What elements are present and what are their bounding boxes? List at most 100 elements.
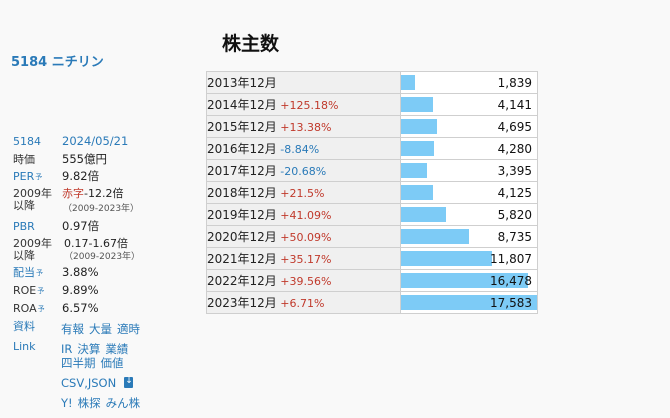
year-label: 2023年12月 bbox=[207, 296, 277, 310]
shareholder-count: 11,807 bbox=[490, 252, 532, 266]
roa-forecast-mark: 予 bbox=[37, 305, 45, 313]
change-percent: -20.68% bbox=[276, 165, 327, 178]
shareholder-bar bbox=[401, 251, 492, 266]
table-row: 2020年12月 +50.09% 8,735 bbox=[206, 225, 538, 248]
dividend-forecast-mark: 予 bbox=[36, 269, 43, 277]
year-label: 2013年12月 bbox=[207, 76, 277, 90]
docs-link-tekiji[interactable]: 適時 bbox=[117, 322, 140, 336]
links-row-1: IR 決算 業績 bbox=[61, 341, 133, 357]
year-label: 2014年12月 bbox=[207, 98, 277, 112]
per-range-years: （2009-2023年） bbox=[63, 204, 140, 214]
shareholder-bar bbox=[401, 207, 446, 222]
pbr-range-years: （2009-2023年） bbox=[64, 252, 141, 262]
shareholder-count: 4,125 bbox=[497, 186, 532, 200]
per-range-row-2: 以降 （2009-2023年） bbox=[13, 199, 139, 214]
bar-cell: 1,839 bbox=[400, 71, 538, 94]
docs-label: 資料 bbox=[13, 320, 35, 333]
table-row: 2017年12月 -20.68% 3,395 bbox=[206, 159, 538, 182]
year-cell: 2015年12月 +13.38% bbox=[206, 115, 401, 138]
year-label: 2017年12月 bbox=[207, 164, 277, 178]
per-deficit: 赤字 bbox=[62, 187, 84, 200]
pbr-label-link[interactable]: PBR bbox=[13, 220, 35, 233]
year-cell: 2014年12月 +125.18% bbox=[206, 93, 401, 116]
year-label: 2015年12月 bbox=[207, 120, 277, 134]
dividend-row: 配当予 3.88% bbox=[13, 266, 99, 280]
link-ir[interactable]: IR bbox=[61, 342, 73, 356]
pbr-range-value: 0.17-1.67倍 bbox=[64, 237, 128, 250]
stock-code-link[interactable]: 5184 bbox=[13, 135, 41, 148]
link-csv-json[interactable]: CSV,JSON bbox=[61, 376, 117, 390]
since-label-1: 2009年 bbox=[13, 187, 52, 200]
shareholder-bar bbox=[401, 75, 415, 90]
bar-cell: 4,141 bbox=[400, 93, 538, 116]
pbr-range-row-2: 以降 （2009-2023年） bbox=[13, 249, 140, 262]
per-range-row: 2009年 赤字-12.2倍 bbox=[13, 187, 123, 200]
shareholder-table: 2013年12月 1,839 2014年12月 +125.18% 4,141 2015年… bbox=[206, 71, 538, 314]
per-row: PER予 9.82倍 bbox=[13, 170, 99, 184]
change-percent: +41.09% bbox=[276, 209, 332, 222]
shareholder-bar bbox=[401, 185, 433, 200]
link-value[interactable]: 価値 bbox=[100, 356, 124, 370]
link-yahoo[interactable]: Y! bbox=[61, 396, 73, 410]
links-row-4: Y! 株探 みん株 bbox=[61, 395, 145, 411]
roa-value: 6.57% bbox=[62, 301, 99, 315]
link-minkabu[interactable]: みん株 bbox=[105, 396, 141, 410]
year-label: 2018年12月 bbox=[207, 186, 277, 200]
market-cap-row: 時価 555億円 bbox=[13, 153, 107, 167]
shareholder-bar bbox=[401, 273, 528, 288]
dividend-label-link[interactable]: 配当 bbox=[13, 266, 35, 279]
roa-label: ROA bbox=[13, 302, 37, 315]
year-label: 2016年12月 bbox=[207, 142, 277, 156]
roe-forecast-mark: 予 bbox=[37, 287, 45, 295]
change-percent: +13.38% bbox=[276, 121, 332, 134]
link-kabutan[interactable]: 株探 bbox=[77, 396, 101, 410]
dividend-value: 3.88% bbox=[62, 265, 99, 279]
shareholder-count: 17,583 bbox=[490, 296, 532, 310]
bar-cell: 11,807 bbox=[400, 247, 538, 270]
table-row: 2018年12月 +21.5% 4,125 bbox=[206, 181, 538, 204]
year-cell: 2017年12月 -20.68% bbox=[206, 159, 401, 182]
change-percent: +125.18% bbox=[276, 99, 339, 112]
year-cell: 2021年12月 +35.17% bbox=[206, 247, 401, 270]
year-cell: 2018年12月 +21.5% bbox=[206, 181, 401, 204]
per-label-link[interactable]: PER bbox=[13, 170, 35, 183]
date-link[interactable]: 2024/05/21 bbox=[62, 134, 129, 148]
docs-links: 有報 大量 適時 bbox=[61, 321, 145, 337]
per-forecast-mark: 予 bbox=[35, 173, 43, 181]
link-kessan[interactable]: 決算 bbox=[77, 342, 101, 356]
bar-cell: 4,125 bbox=[400, 181, 538, 204]
docs-link-tairyo[interactable]: 大量 bbox=[89, 322, 112, 336]
shareholder-count: 4,141 bbox=[497, 98, 532, 112]
bar-cell: 3,395 bbox=[400, 159, 538, 182]
year-cell: 2019年12月 +41.09% bbox=[206, 203, 401, 226]
page-title: 株主数 bbox=[222, 33, 280, 55]
table-row: 2015年12月 +13.38% 4,695 bbox=[206, 115, 538, 138]
code-row: 5184 2024/05/21 bbox=[13, 135, 128, 149]
shareholder-count: 4,695 bbox=[497, 120, 532, 134]
docs-link-yuho[interactable]: 有報 bbox=[61, 322, 84, 336]
pbr-since-label-1: 2009年 bbox=[13, 237, 52, 250]
link-gyoseki[interactable]: 業績 bbox=[105, 342, 129, 356]
download-icon[interactable] bbox=[124, 376, 134, 388]
year-cell: 2016年12月 -8.84% bbox=[206, 137, 401, 160]
shareholder-rows: 2013年12月 1,839 2014年12月 +125.18% 4,141 2015年… bbox=[206, 71, 538, 314]
year-label: 2021年12月 bbox=[207, 252, 277, 266]
per-range: -12.2倍 bbox=[84, 187, 124, 200]
roe-row: ROE予 9.89% bbox=[13, 284, 99, 298]
change-percent: +50.09% bbox=[276, 231, 332, 244]
market-cap-value: 555億円 bbox=[62, 152, 107, 166]
table-row: 2019年12月 +41.09% 5,820 bbox=[206, 203, 538, 226]
link-quarterly[interactable]: 四半期 bbox=[61, 356, 96, 370]
change-percent: +35.17% bbox=[276, 253, 332, 266]
table-row: 2022年12月 +39.56% 16,478 bbox=[206, 269, 538, 292]
table-row: 2021年12月 +35.17% 11,807 bbox=[206, 247, 538, 270]
year-cell: 2013年12月 bbox=[206, 71, 401, 94]
shareholder-count: 5,820 bbox=[497, 208, 532, 222]
company-name-link[interactable]: 5184 ニチリン bbox=[11, 55, 104, 70]
shareholder-count: 1,839 bbox=[497, 76, 532, 90]
link-row: Link bbox=[13, 340, 36, 353]
shareholder-bar bbox=[401, 119, 437, 134]
link-label: Link bbox=[13, 340, 36, 353]
change-percent: +6.71% bbox=[276, 297, 325, 310]
shareholder-count: 3,395 bbox=[497, 164, 532, 178]
